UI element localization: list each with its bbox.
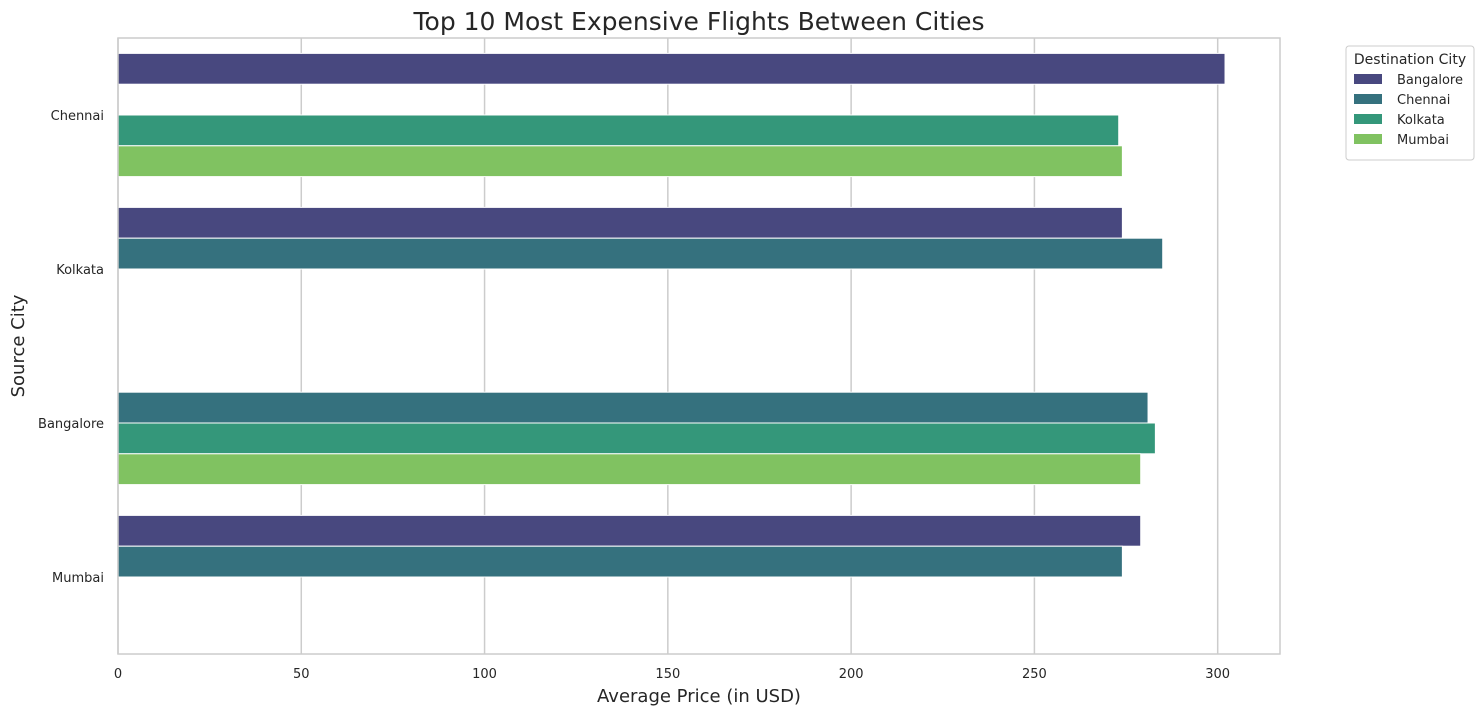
y-tick-label: Mumbai [52, 571, 104, 586]
bar-chennai-bangalore [117, 391, 1149, 424]
legend-title: Destination City [1354, 52, 1466, 68]
x-tick-label: 200 [839, 667, 864, 682]
legend-swatch [1354, 94, 1382, 104]
plot-frame [117, 37, 1281, 655]
chart-title: Top 10 Most Expensive Flights Between Ci… [413, 7, 985, 36]
y-axis-label: Source City [8, 294, 29, 397]
legend-swatch [1354, 134, 1382, 144]
bar-kolkata-chennai [117, 114, 1120, 147]
x-tick-label: 150 [655, 667, 680, 682]
y-tick-label: Chennai [51, 109, 104, 124]
bar-kolkata-bangalore [117, 422, 1156, 455]
bar-bangalore-chennai [117, 52, 1226, 85]
x-tick-label: 0 [114, 667, 122, 682]
x-tick-label: 250 [1022, 667, 1047, 682]
y-tick-label: Bangalore [38, 417, 104, 432]
legend-label: Chennai [1397, 93, 1450, 108]
legend-swatch [1354, 114, 1382, 124]
bar-mumbai-bangalore [117, 453, 1142, 486]
legend-label: Bangalore [1397, 73, 1463, 88]
y-tick-label: Kolkata [56, 263, 104, 278]
x-tick-label: 50 [293, 667, 310, 682]
legend-swatch [1354, 74, 1382, 84]
bar-bangalore-mumbai [117, 514, 1142, 547]
bar-chennai-kolkata [117, 237, 1164, 270]
legend-label: Mumbai [1397, 133, 1449, 148]
x-axis-label: Average Price (in USD) [597, 686, 801, 707]
x-tick-labels: 0 50 100 150 200 250 300 [114, 667, 1230, 682]
bar-bangalore-kolkata [117, 206, 1123, 239]
legend: Destination City Bangalore Chennai Kolkata… [1345, 45, 1475, 161]
legend-label: Kolkata [1397, 113, 1445, 128]
y-tick-labels: Chennai Kolkata Bangalore Mumbai [38, 109, 104, 586]
bar-mumbai-chennai [117, 145, 1123, 178]
bars [117, 52, 1226, 578]
x-tick-label: 100 [472, 667, 497, 682]
legend-items: Bangalore Chennai Kolkata Mumbai [1354, 73, 1463, 148]
x-tick-label: 300 [1205, 667, 1230, 682]
bar-chennai-mumbai [117, 545, 1123, 578]
